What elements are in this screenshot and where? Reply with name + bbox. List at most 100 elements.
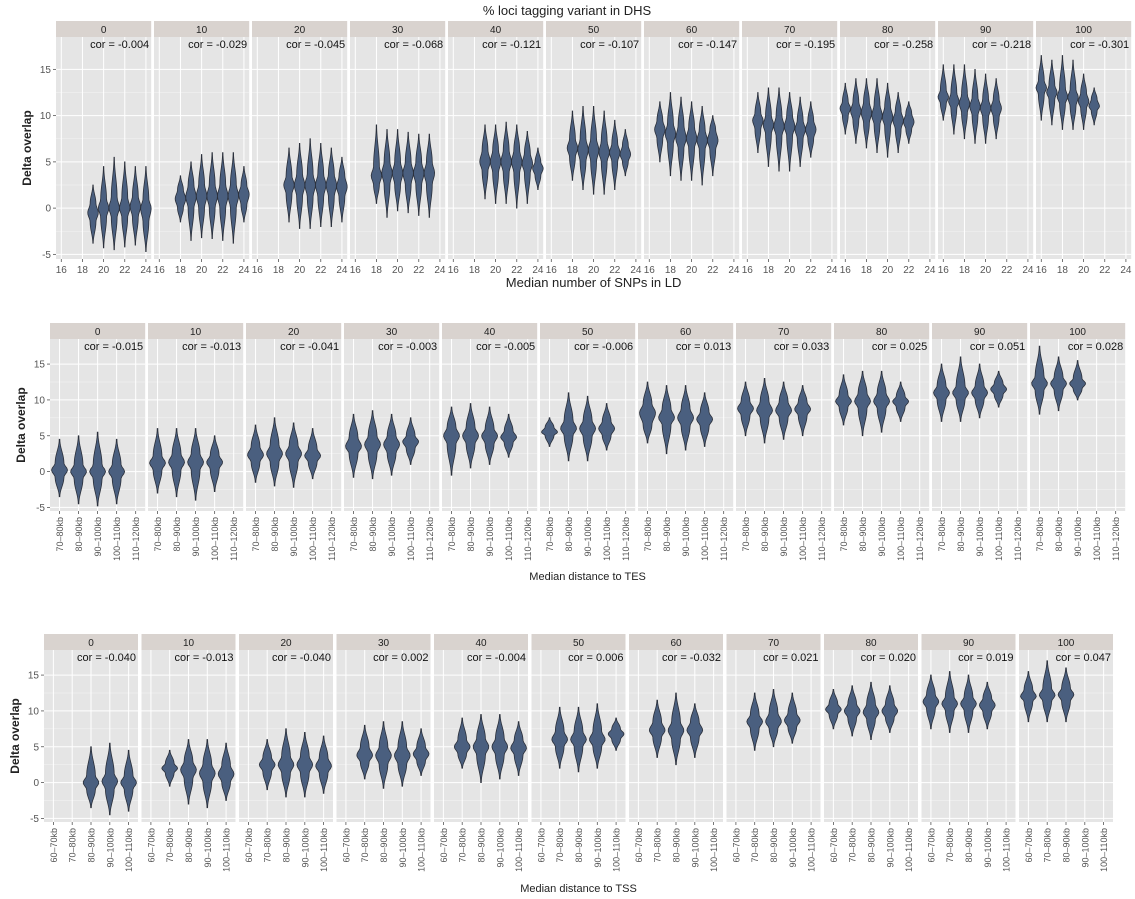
strip-label: 90 (963, 638, 975, 649)
violin-shape (577, 105, 589, 191)
x-tick-label: 16 (56, 265, 68, 276)
x-tick-label: 90–100kb (583, 517, 593, 557)
violin-shape (587, 105, 600, 195)
violin-shape (356, 724, 373, 780)
x-tick-label: 80–90kb (466, 517, 476, 552)
x-axis-label: Median number of SNPs in LD (506, 275, 682, 290)
x-tick-label: 80–90kb (574, 828, 584, 863)
violin-shape (765, 689, 782, 748)
x-tick-label: 110–120kb (1013, 517, 1023, 561)
violin-shape (871, 78, 883, 154)
strip-label: 60 (686, 25, 698, 36)
strip-label: 20 (294, 25, 306, 36)
x-tick-label: 18 (665, 265, 677, 276)
correlation-label: cor = -0.121 (482, 39, 541, 51)
facet-panel-60: 60 16 18 20 22 24 cor = -0.147 (644, 21, 740, 276)
x-tick-label: 70–80kb (545, 517, 555, 552)
violin-shape (579, 395, 597, 462)
x-tick-label: 100–110kb (514, 828, 524, 872)
violin-shape (783, 92, 796, 172)
correlation-label: cor = -0.107 (580, 39, 639, 51)
strip-background (546, 21, 642, 37)
x-tick-label: 20 (1078, 265, 1090, 276)
x-tick-label: 24 (434, 265, 446, 276)
x-tick-label: 100–110kb (1002, 828, 1012, 872)
correlation-label: cor = -0.301 (1070, 39, 1129, 51)
x-tick-label: 70–80kb (153, 517, 163, 552)
violin-shape (773, 87, 785, 172)
strip-background (540, 323, 636, 339)
facet-panel-0: 0 70–80kb 80–90kb 90–100kb 100–110kb 110–120k… (50, 323, 146, 561)
x-tick-label: 110–120kb (131, 517, 141, 561)
violin-shape (609, 119, 621, 191)
strip-label: 40 (490, 25, 502, 36)
strip-label: 90 (974, 327, 986, 338)
facet-panel-80: 80 70–80kb 80–90kb 90–100kb 100–110kb 110–120… (834, 323, 930, 561)
x-tick-label: 60–70kb (146, 828, 156, 863)
violin-shape (51, 438, 68, 498)
facet-panel-30: 30 16 18 20 22 24 cor = -0.068 (350, 21, 446, 276)
violin-shape (1035, 55, 1047, 121)
x-tick-label: 16 (1036, 265, 1048, 276)
facet-row-1: Delta overlap -5 0 5 10 15 0 16 18 20 22 24 cor = -0… (20, 21, 1132, 290)
x-tick-label: 16 (644, 265, 656, 276)
x-tick-label: 70–80kb (555, 828, 565, 863)
strip-label: 10 (190, 327, 202, 338)
x-tick-label: 24 (924, 265, 936, 276)
facet-row-2: Delta overlap -5 0 5 10 15 0 70–80kb 80–90kb 90–1… (14, 323, 1126, 583)
x-tick-label: 90–100kb (690, 828, 700, 868)
violin-shape (97, 166, 110, 249)
violin-shape (479, 124, 491, 200)
x-tick-label: 90–100kb (593, 828, 603, 868)
violin-shape (82, 746, 100, 809)
violin-shape (675, 96, 687, 181)
facet-panel-60: 60 70–80kb 80–90kb 90–100kb 100–110kb 110–120… (638, 323, 734, 561)
facet-panel-70: 70 60–70kb 70–80kb 80–90kb 90–100kb 100–110kb… (726, 634, 821, 872)
violin-shape (206, 435, 223, 493)
strip-label: 50 (588, 25, 600, 36)
x-tick-label: 90–100kb (485, 517, 495, 557)
x-tick-label: 20 (196, 265, 208, 276)
strip-label: 50 (573, 638, 585, 649)
x-tick-label: 16 (546, 265, 558, 276)
x-tick-label: 70–80kb (55, 517, 65, 552)
violin-shape (383, 413, 400, 476)
strip-background (932, 323, 1028, 339)
violin-shape (413, 133, 425, 216)
x-tick-label: 20 (686, 265, 698, 276)
x-tick-label: 70–80kb (68, 828, 78, 863)
x-tick-label: 70–80kb (643, 517, 653, 552)
violin-shape (511, 124, 523, 209)
facet-panel-20: 20 70–80kb 80–90kb 90–100kb 100–110kb 110–120… (246, 323, 342, 561)
x-tick-label: 24 (1022, 265, 1034, 276)
violin-shape (140, 166, 152, 252)
x-tick-label: 110–120kb (719, 517, 729, 561)
x-tick-label: 22 (805, 265, 817, 276)
violin-shape (1067, 59, 1079, 130)
violin-shape (873, 370, 890, 433)
strip-label: 10 (196, 25, 208, 36)
x-tick-label: 22 (903, 265, 915, 276)
violin-shape (854, 370, 871, 437)
x-tick-label: 100–110kb (210, 517, 220, 561)
correlation-label: cor = 0.025 (872, 341, 927, 353)
correlation-label: cor = 0.021 (763, 652, 818, 664)
x-tick-label: 24 (238, 265, 250, 276)
violin-shape (658, 385, 675, 455)
correlation-label: cor = -0.005 (476, 341, 535, 353)
violin-shape (266, 417, 283, 487)
x-tick-label: 20 (294, 265, 306, 276)
violin-shape (174, 175, 187, 223)
violin-shape (696, 392, 714, 447)
x-tick-label: 80–90kb (282, 828, 292, 863)
figure-title: % loci tagging variant in DHS (483, 3, 652, 18)
correlation-label: cor = 0.006 (568, 652, 623, 664)
correlation-label: cor = -0.032 (662, 652, 721, 664)
violin-shape (667, 692, 685, 766)
strip-label: 40 (475, 638, 487, 649)
violin-shape (648, 699, 666, 758)
strip-background (531, 634, 626, 650)
x-tick-label: 110–120kb (817, 517, 827, 561)
violin-shape (443, 406, 460, 476)
x-tick-label: 16 (154, 265, 166, 276)
